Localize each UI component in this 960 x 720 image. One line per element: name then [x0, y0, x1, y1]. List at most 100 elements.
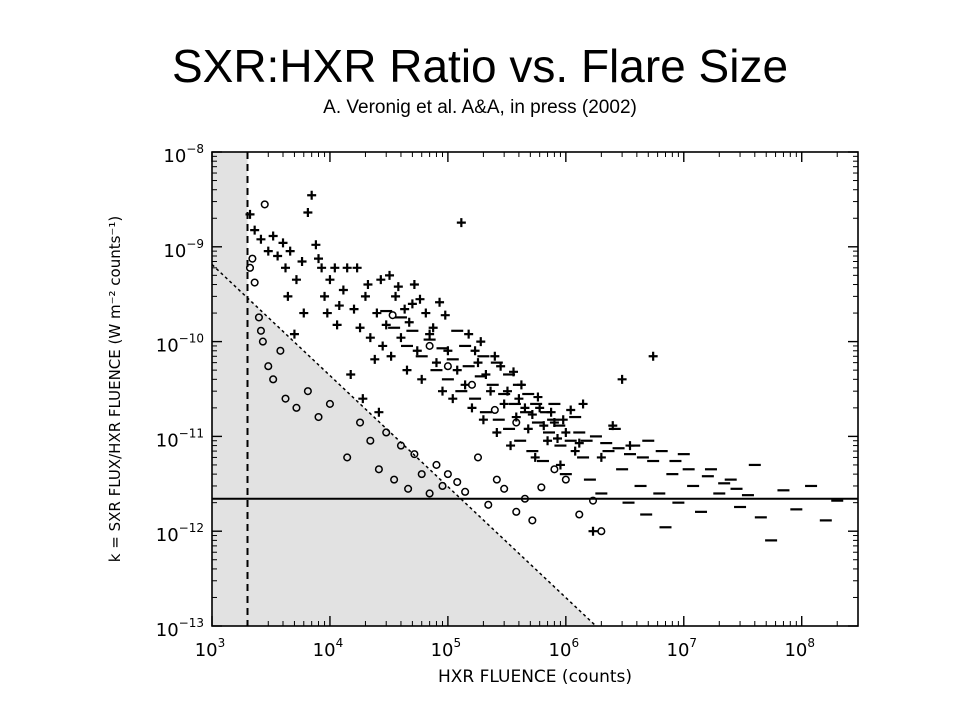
- y-tick-label: 10−11: [156, 426, 204, 451]
- plus-point: [456, 218, 466, 228]
- plus-point: [530, 452, 540, 462]
- plus-point: [473, 358, 483, 368]
- plus-point: [412, 346, 422, 356]
- plus-point: [396, 333, 406, 343]
- plus-point: [342, 263, 352, 273]
- plus-point: [555, 460, 565, 470]
- circle-point: [390, 475, 399, 484]
- detection-limit-line: [211, 263, 597, 627]
- plus-point: [404, 317, 414, 327]
- circle-point: [256, 326, 265, 335]
- plus-point: [499, 399, 509, 409]
- plus-point: [464, 329, 474, 339]
- plus-point: [596, 452, 606, 462]
- plus-point: [381, 320, 391, 330]
- plus-point: [574, 438, 584, 448]
- plus-point: [415, 294, 425, 304]
- plus-point: [297, 256, 307, 266]
- circle-point: [410, 450, 419, 459]
- circle-point: [588, 496, 598, 505]
- data-points-layer: [245, 190, 844, 542]
- circle-point: [512, 418, 521, 427]
- y-tick-label: 10−10: [156, 332, 204, 357]
- plus-point: [435, 297, 445, 307]
- y-tick-label: 10−9: [163, 237, 204, 262]
- plus-point: [283, 291, 293, 301]
- circle-point: [303, 387, 312, 396]
- circle-point: [356, 418, 365, 427]
- plus-point: [511, 412, 521, 422]
- plus-point: [378, 341, 388, 351]
- x-tick-label: 105: [431, 636, 462, 661]
- plus-point: [400, 304, 410, 314]
- plus-point: [448, 394, 458, 404]
- plus-point: [558, 415, 568, 425]
- plus-point: [440, 310, 450, 320]
- plus-point: [417, 374, 427, 384]
- plus-point: [476, 337, 486, 347]
- plus-point: [330, 263, 340, 273]
- circle-point: [490, 405, 499, 415]
- circle-point: [528, 516, 537, 525]
- plus-point: [325, 275, 335, 285]
- plus-point: [570, 446, 580, 456]
- circle-point: [366, 436, 375, 445]
- plus-point: [428, 323, 438, 333]
- y-tick-label: 10−8: [163, 142, 204, 167]
- plus-point: [334, 301, 344, 311]
- circle-point: [461, 487, 470, 496]
- plus-point: [409, 280, 419, 290]
- circle-point: [264, 362, 273, 371]
- circle-point: [438, 481, 447, 491]
- y-tick-label: 10−13: [156, 616, 204, 641]
- circle-point: [561, 475, 570, 484]
- circle-point: [425, 341, 434, 350]
- plus-point: [520, 403, 530, 413]
- plus-point: [245, 209, 255, 219]
- circle-point: [575, 510, 584, 519]
- plus-point: [486, 386, 496, 396]
- plus-point: [533, 392, 543, 402]
- plus-point: [256, 234, 266, 244]
- circle-point: [443, 362, 452, 371]
- x-tick-label: 106: [549, 636, 580, 661]
- plus-point: [506, 441, 516, 451]
- circle-point: [537, 483, 546, 492]
- plus-point: [421, 308, 431, 318]
- plus-point: [617, 374, 627, 384]
- plus-point: [543, 436, 553, 446]
- plus-point: [268, 231, 278, 241]
- circle-point: [250, 278, 259, 287]
- plus-point: [561, 427, 571, 437]
- plus-point: [314, 254, 324, 264]
- circle-point: [417, 470, 426, 479]
- circle-point: [404, 484, 413, 493]
- plus-point: [338, 285, 348, 295]
- y-axis-label: k = SXR FLUX/HXR FLUENCE (W m⁻² counts⁻¹…: [106, 216, 124, 562]
- plus-point: [372, 308, 382, 318]
- plus-point: [470, 346, 480, 356]
- plus-point: [346, 369, 356, 379]
- plus-point: [431, 358, 441, 368]
- plus-point: [452, 365, 462, 375]
- plus-point: [299, 308, 309, 318]
- x-tick-label: 107: [667, 636, 698, 661]
- plus-point: [402, 365, 412, 375]
- plus-point: [250, 225, 260, 235]
- plus-point: [285, 246, 295, 256]
- plus-point: [425, 329, 435, 339]
- plus-point: [273, 251, 283, 261]
- circle-point: [248, 254, 257, 263]
- plus-point: [514, 394, 524, 404]
- plus-point: [370, 354, 380, 364]
- x-axis-label: HXR FLUENCE (counts): [438, 667, 632, 687]
- plus-point: [391, 291, 401, 301]
- circle-point: [425, 489, 434, 498]
- plus-point: [355, 323, 365, 333]
- plus-point: [566, 405, 576, 415]
- circle-point: [382, 428, 391, 437]
- plus-point: [376, 275, 386, 285]
- plus-point: [289, 329, 299, 339]
- plus-point: [358, 394, 368, 404]
- plus-point: [303, 208, 313, 218]
